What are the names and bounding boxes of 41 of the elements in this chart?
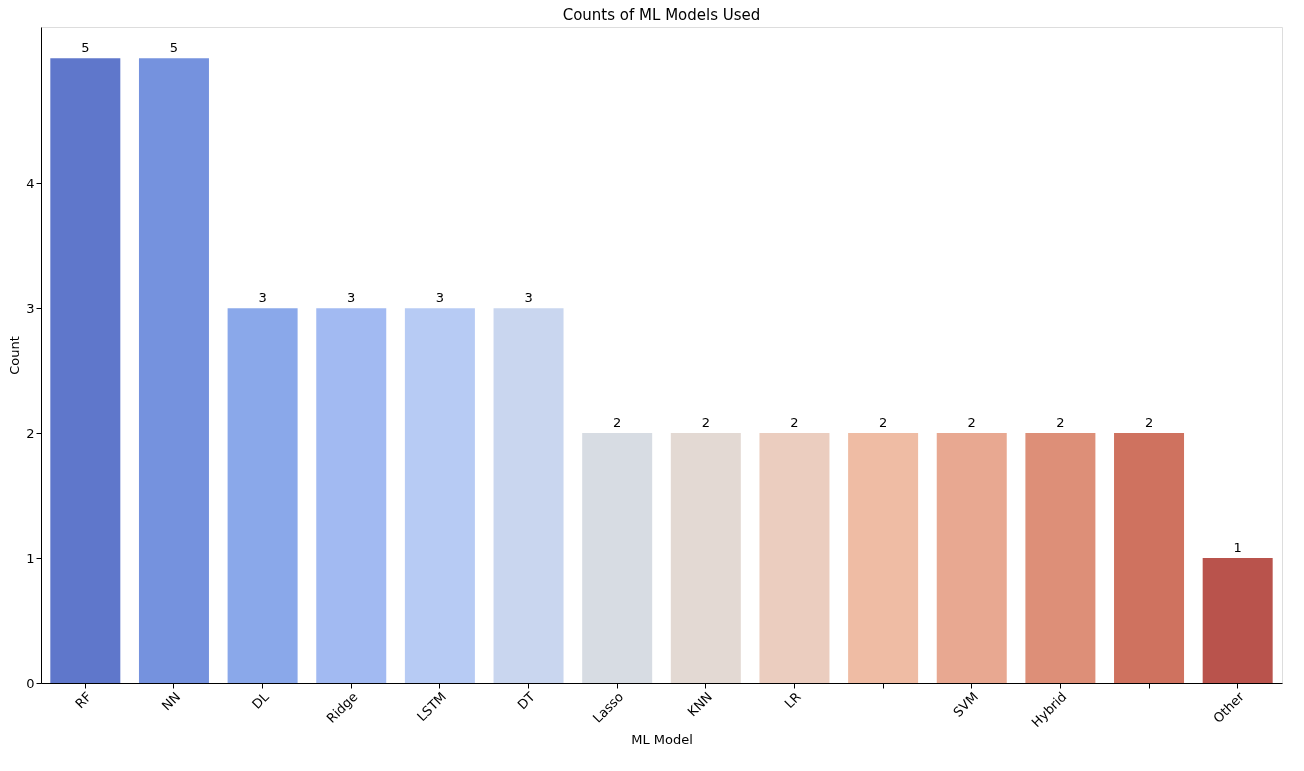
data-label: 2 [613,415,622,431]
y-tick-label: 1 [26,550,35,566]
data-label: 3 [524,290,533,306]
x-tick-label: RF [72,689,95,712]
x-axis-title: ML Model [631,732,693,748]
bar [316,308,387,683]
x-tick-label: DT [514,689,538,713]
data-label: 2 [1144,415,1154,431]
bar [936,433,1007,683]
bar [493,308,564,683]
data-label: 2 [878,415,888,431]
y-tick-label: 4 [26,175,35,191]
bar [1202,558,1273,683]
bar [759,433,830,683]
chart-title: Counts of ML Models Used [562,6,761,24]
data-label: 3 [258,290,267,306]
y-tick-label: 2 [26,425,35,441]
y-tick-label: 0 [26,675,35,691]
data-label: 3 [435,290,445,306]
x-tick-label: NN [158,689,184,714]
data-label: 2 [701,415,710,431]
bar [227,308,298,683]
data-label: 2 [1056,415,1065,431]
y-tick-label: 3 [26,300,35,316]
y-axis-title: Count [7,336,23,375]
data-label: 1 [1233,540,1242,556]
data-label: 5 [169,40,179,56]
data-label: 5 [81,40,90,56]
bar [582,433,653,683]
x-tick-label: LR [781,689,804,712]
bar [670,433,741,683]
data-label: 2 [790,415,799,431]
bar [138,58,209,683]
bar [1025,433,1096,683]
bar [404,308,475,683]
x-tick-label: DL [248,688,273,712]
bar [1114,433,1185,683]
bar [848,433,919,683]
data-label: 3 [347,290,356,306]
data-label: 2 [967,415,976,431]
bar [50,58,121,683]
